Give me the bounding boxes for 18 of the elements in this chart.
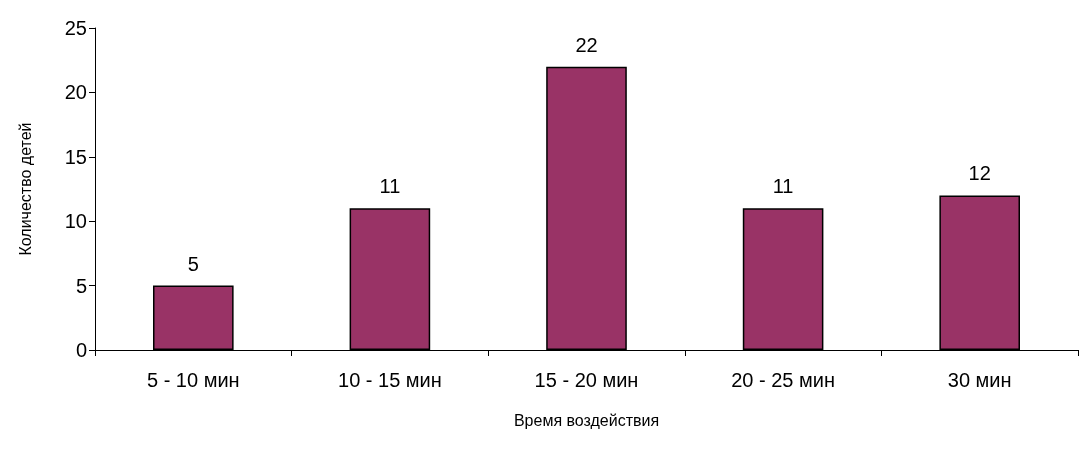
- y-tick-label: 10: [64, 210, 87, 233]
- x-axis-title: Время воздействия: [513, 411, 660, 429]
- x-tick-label: 20 - 25 мин: [731, 369, 835, 391]
- y-tick-label: 25: [64, 17, 87, 39]
- x-tick-label: 15 - 20 мин: [534, 369, 639, 391]
- data-label: 11: [772, 175, 794, 198]
- data-label: 11: [379, 175, 401, 198]
- x-tick-label: 10 - 15 мин: [338, 369, 442, 391]
- x-tick-label: 30 мин: [947, 369, 1012, 391]
- data-label: 12: [968, 162, 991, 185]
- data-label: 5: [187, 252, 199, 275]
- y-axis-title: Количество детей: [16, 122, 34, 256]
- y-tick-label: 15: [64, 145, 87, 168]
- y-tick-label: 20: [64, 81, 87, 104]
- y-tick-label: 5: [75, 274, 87, 297]
- x-tick-label: 5 - 10 мин: [146, 369, 240, 391]
- data-label: 22: [575, 33, 598, 56]
- y-tick-label: 0: [75, 339, 87, 361]
